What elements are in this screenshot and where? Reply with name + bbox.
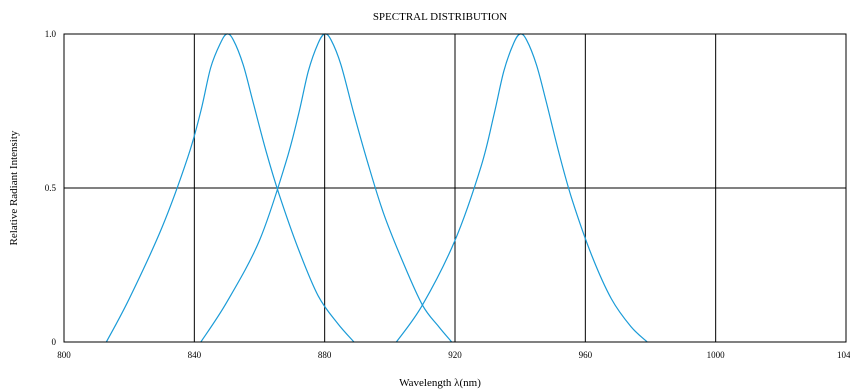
x-tick-label: 960 [579,350,593,360]
series-curves [105,33,648,343]
x-tick-label: 840 [188,350,202,360]
x-tick-label: 1000 [707,350,726,360]
series-line-1 [105,33,355,343]
y-axis-label: Relative Radiant Intensity [8,130,20,245]
x-tick-label: 800 [57,350,71,360]
grid-lines [64,34,846,342]
y-tick-label: 0.5 [45,183,57,193]
chart-title: SPECTRAL DISTRIBUTION [373,11,507,23]
plot-frame [63,33,847,343]
x-tick-label: 880 [318,350,332,360]
series-line-3 [395,33,648,343]
x-tick-label: 920 [448,350,462,360]
y-tick-label: 0 [52,337,57,347]
x-axis-label: Wavelength λ(nm) [399,377,481,389]
y-tick-labels: 0 0.5 1.0 [45,29,57,347]
series-line-2 [200,33,453,343]
y-tick-label: 1.0 [45,29,57,39]
